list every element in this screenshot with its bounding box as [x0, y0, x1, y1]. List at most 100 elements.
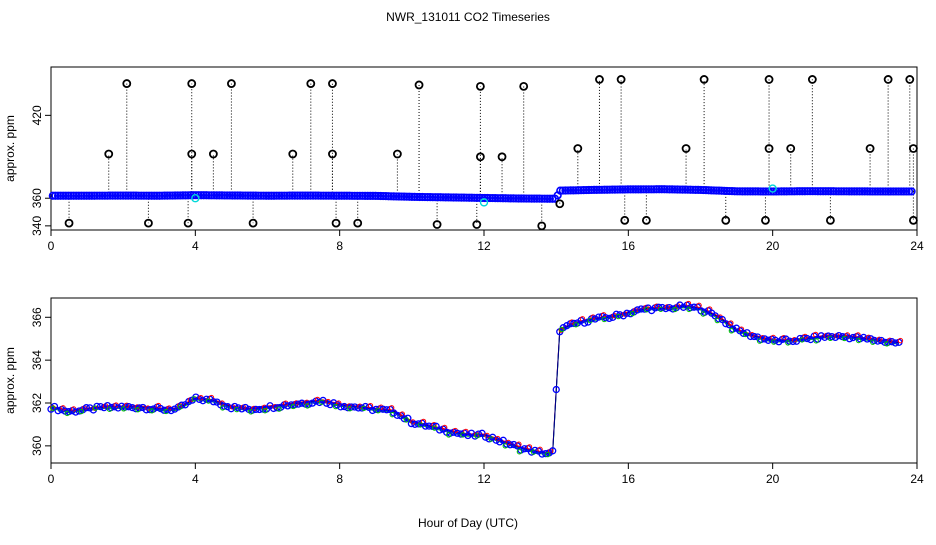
- baseline-point: [629, 185, 638, 194]
- baseline-point: [215, 191, 224, 200]
- data-point: [252, 405, 260, 414]
- baseline-point: [379, 191, 388, 201]
- baseline-point: [845, 187, 854, 196]
- baseline-point: [584, 185, 593, 195]
- baseline-point: [262, 191, 271, 200]
- baseline-point: [561, 186, 570, 195]
- baseline-point: [85, 191, 94, 200]
- baseline-point: [491, 194, 500, 203]
- baseline-point: [66, 191, 76, 200]
- baseline-point: [826, 187, 836, 196]
- data-point-red: [897, 337, 904, 344]
- data-point: [803, 334, 811, 343]
- x-tick-label: 20: [766, 472, 780, 486]
- data-point: [549, 447, 557, 455]
- baseline-point: [665, 185, 674, 194]
- spike-point: [519, 81, 529, 91]
- baseline-point: [366, 191, 375, 200]
- baseline-point: [100, 191, 109, 200]
- series-line-blue: [50, 306, 900, 455]
- baseline-point: [873, 187, 882, 196]
- baseline-point: [566, 186, 575, 195]
- spike-point: [288, 149, 298, 159]
- baseline-point: [496, 194, 505, 203]
- baseline-point: [152, 191, 161, 200]
- baseline-point: [777, 187, 786, 196]
- baseline-point: [832, 187, 841, 196]
- baseline-point: [426, 193, 435, 202]
- baseline-point: [184, 191, 193, 200]
- baseline-point: [808, 187, 817, 196]
- data-point-green: [106, 406, 113, 412]
- data-point: [125, 403, 133, 411]
- data-point-red: [431, 421, 437, 428]
- data-point: [294, 400, 302, 408]
- spike-point: [392, 149, 402, 159]
- baseline-point: [51, 191, 60, 200]
- spike-point: [248, 218, 258, 228]
- baseline-point: [738, 187, 747, 196]
- baseline-point: [610, 185, 620, 194]
- baseline-point: [340, 191, 349, 200]
- baseline-point: [579, 186, 588, 195]
- baseline-point: [314, 191, 323, 200]
- baseline-point: [751, 187, 760, 196]
- spike-point: [764, 144, 774, 153]
- spike-point: [786, 144, 796, 153]
- baseline-point: [306, 191, 315, 200]
- baseline-point: [891, 187, 901, 196]
- baseline-point: [144, 191, 154, 200]
- baseline-point: [285, 191, 294, 200]
- baseline-point: [327, 191, 336, 200]
- baseline-point: [282, 191, 292, 200]
- x-tick-label: 24: [910, 472, 924, 486]
- baseline-point: [139, 191, 148, 200]
- baseline-point: [342, 191, 351, 200]
- baseline-point: [129, 191, 138, 200]
- baseline-point: [311, 191, 320, 200]
- baseline-point: [644, 185, 653, 194]
- baseline-point: [530, 194, 539, 203]
- baseline-point: [743, 187, 752, 196]
- spike-point: [826, 215, 835, 225]
- spike-point: [865, 144, 875, 153]
- baseline-point: [852, 187, 862, 196]
- baseline-point: [103, 191, 112, 200]
- baseline-point: [681, 185, 690, 194]
- baseline-point: [277, 191, 286, 200]
- baseline-point: [439, 193, 448, 202]
- baseline-point: [839, 187, 849, 196]
- baseline-point: [746, 187, 755, 196]
- baseline-point: [860, 187, 869, 196]
- baseline-point: [595, 185, 604, 194]
- baseline-point: [597, 185, 607, 194]
- baseline-point: [660, 185, 669, 194]
- baseline-point: [259, 191, 268, 200]
- x-tick-label: 16: [622, 472, 636, 486]
- baseline-point: [459, 193, 469, 202]
- data-point: [54, 407, 62, 415]
- baseline-point: [371, 191, 380, 200]
- spike-point: [475, 152, 485, 162]
- baseline-point: [210, 191, 219, 200]
- baseline-point: [498, 194, 508, 203]
- data-point: [485, 435, 493, 443]
- baseline-point: [876, 187, 885, 196]
- baseline-point: [894, 187, 903, 196]
- plot-frame: [50, 297, 918, 464]
- data-point: [580, 319, 589, 327]
- baseline-point: [678, 185, 687, 194]
- baseline-point: [355, 191, 364, 200]
- baseline-point: [798, 187, 807, 196]
- baseline-point: [701, 186, 711, 195]
- baseline-point: [204, 191, 214, 200]
- baseline-point: [452, 193, 461, 202]
- baseline-point: [488, 193, 497, 203]
- baseline-point: [462, 193, 471, 202]
- baseline-point: [858, 187, 867, 196]
- data-point: [82, 404, 90, 412]
- data-point-green: [304, 403, 311, 409]
- baseline-point: [475, 193, 484, 202]
- baseline-point: [714, 186, 724, 195]
- data-point-green: [813, 338, 819, 344]
